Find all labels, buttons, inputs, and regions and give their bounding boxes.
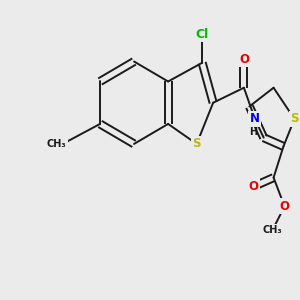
Text: O: O xyxy=(239,52,249,65)
Text: H: H xyxy=(249,127,257,137)
Text: S: S xyxy=(192,137,201,150)
Text: S: S xyxy=(290,112,299,125)
Text: CH₃: CH₃ xyxy=(263,225,282,235)
Text: CH₃: CH₃ xyxy=(47,139,67,149)
Text: O: O xyxy=(249,180,259,193)
Text: N: N xyxy=(250,112,260,125)
Text: O: O xyxy=(280,200,290,213)
Text: Cl: Cl xyxy=(196,28,209,40)
